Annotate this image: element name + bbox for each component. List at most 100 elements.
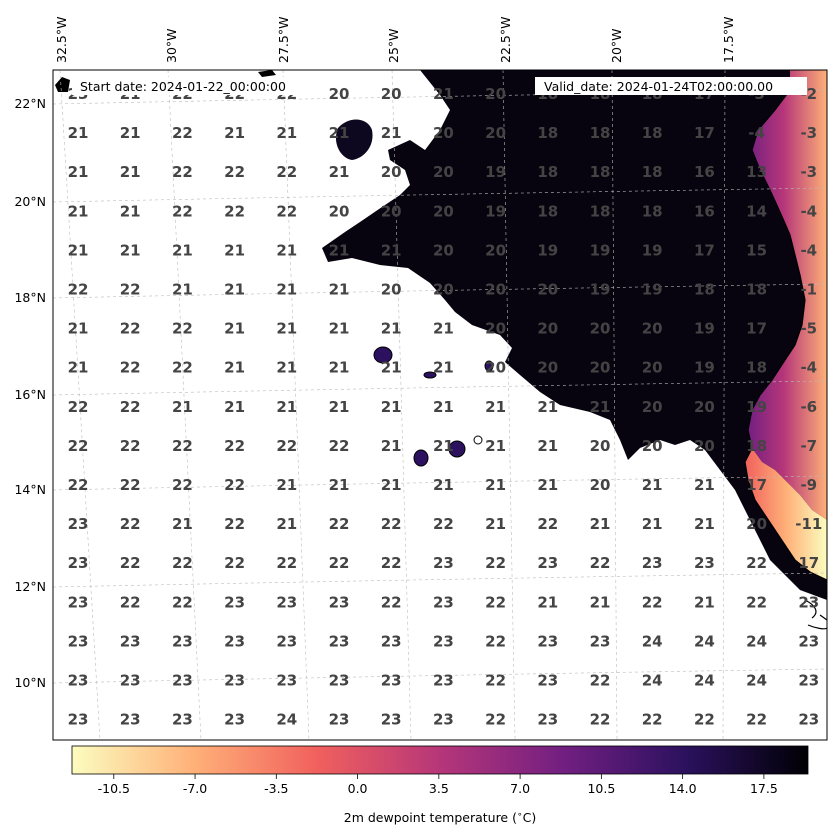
grid-value: 21 xyxy=(381,476,402,494)
grid-value: 22 xyxy=(642,593,663,611)
grid-value: 21 xyxy=(68,163,89,181)
graticule xyxy=(53,70,827,740)
grid-value: 23 xyxy=(537,672,558,690)
grid-value: 21 xyxy=(224,241,245,259)
grid-value: 23 xyxy=(329,672,350,690)
grid-value: 22 xyxy=(120,398,141,416)
grid-value: 21 xyxy=(381,241,402,259)
parallel-line xyxy=(53,380,827,396)
grid-value: 23 xyxy=(433,672,454,690)
grid-value: 23 xyxy=(68,632,89,650)
grid-value: 21 xyxy=(329,398,350,416)
grid-value: 18 xyxy=(590,124,611,142)
longitude-label: 22.5°W xyxy=(498,17,513,63)
grid-value: 18 xyxy=(537,163,558,181)
grid-value: 22 xyxy=(276,554,297,572)
grid-value: -9 xyxy=(800,476,817,494)
grid-value: 23 xyxy=(172,632,193,650)
meridian-line xyxy=(502,70,516,740)
grid-value: 15 xyxy=(746,241,767,259)
grid-value: 22 xyxy=(746,711,767,729)
colorbar: -10.5 -7.0 -3.5 0.0 3.5 7.0 10.5 14.0 17.5 2m de… xyxy=(71,745,809,825)
grid-value: 21 xyxy=(537,437,558,455)
grid-value: 22 xyxy=(329,554,350,572)
grid-value: 19 xyxy=(694,320,715,338)
grid-value: 22 xyxy=(120,593,141,611)
grid-value: 22 xyxy=(120,281,141,299)
grid-value: 21 xyxy=(276,515,297,533)
grid-value: 21 xyxy=(276,398,297,416)
grid-value: 22 xyxy=(485,711,506,729)
latitude-label: 14°N xyxy=(14,482,46,497)
grid-value: 21 xyxy=(590,398,611,416)
grid-value: 21 xyxy=(381,124,402,142)
grid-value: 22 xyxy=(120,554,141,572)
grid-value: 21 xyxy=(433,85,454,103)
grid-value: 18 xyxy=(746,281,767,299)
grid-value: 22 xyxy=(276,437,297,455)
grid-value: 20 xyxy=(329,85,350,103)
grid-value: 21 xyxy=(433,476,454,494)
coast-blob-top xyxy=(258,70,276,77)
grid-value: 20 xyxy=(537,320,558,338)
grid-value: 22 xyxy=(120,437,141,455)
grid-value: 23 xyxy=(329,711,350,729)
grid-value: 23 xyxy=(537,554,558,572)
grid-value: 18 xyxy=(537,124,558,142)
grid-value: 23 xyxy=(172,672,193,690)
meridian-line xyxy=(722,70,726,740)
grid-value: 17 xyxy=(694,124,715,142)
grid-value: 19 xyxy=(485,163,506,181)
grid-value: 21 xyxy=(224,124,245,142)
grid-value: 23 xyxy=(537,711,558,729)
grid-value: 14 xyxy=(746,202,767,220)
latitude-label: 20°N xyxy=(14,194,46,209)
grid-value: 24 xyxy=(694,672,715,690)
grid-value: 20 xyxy=(590,359,611,377)
grid-value: -4 xyxy=(748,124,765,142)
grid-value: 24 xyxy=(276,711,297,729)
island-sao-nicolau xyxy=(423,371,437,379)
island-santo-antao xyxy=(373,346,393,364)
grid-value: 18 xyxy=(746,359,767,377)
grid-value: 21 xyxy=(642,515,663,533)
grid-value: 21 xyxy=(329,241,350,259)
grid-value: 22 xyxy=(172,359,193,377)
grid-value: 20 xyxy=(537,281,558,299)
grid-value: 21 xyxy=(276,124,297,142)
grid-value: 21 xyxy=(329,124,350,142)
grid-value: 22 xyxy=(381,554,402,572)
grid-value: 19 xyxy=(590,241,611,259)
grid-value: 19 xyxy=(746,398,767,416)
grid-value: 22 xyxy=(172,320,193,338)
grid-value: 22 xyxy=(590,711,611,729)
grid-value: 22 xyxy=(485,632,506,650)
grid-value: 22 xyxy=(485,672,506,690)
grid-value: 23 xyxy=(224,632,245,650)
grid-value: 21 xyxy=(172,398,193,416)
grid-value: 20 xyxy=(381,202,402,220)
dewpoint-value-labels: 23212222222020212018181817-3-22121222121… xyxy=(68,85,823,729)
island-santiago xyxy=(448,440,466,458)
grid-value: 21 xyxy=(485,476,506,494)
grid-value: 21 xyxy=(485,398,506,416)
grid-value: 23 xyxy=(433,554,454,572)
grid-value: 18 xyxy=(642,163,663,181)
parallel-line xyxy=(53,572,827,588)
grid-value: 23 xyxy=(381,672,402,690)
grid-value: 21 xyxy=(381,398,402,416)
grid-value: 23 xyxy=(329,632,350,650)
grid-value: 21 xyxy=(68,124,89,142)
grid-value: 22 xyxy=(537,515,558,533)
grid-value: 22 xyxy=(224,515,245,533)
grid-value: 21 xyxy=(642,476,663,494)
grid-value: 21 xyxy=(329,163,350,181)
grid-value: 21 xyxy=(68,241,89,259)
grid-value: 21 xyxy=(276,476,297,494)
grid-value: 24 xyxy=(642,632,663,650)
grid-value: 21 xyxy=(276,241,297,259)
grid-value: -3 xyxy=(800,163,817,181)
grid-value: 21 xyxy=(120,163,141,181)
map-frame xyxy=(52,69,828,741)
meridian-line xyxy=(167,70,202,740)
